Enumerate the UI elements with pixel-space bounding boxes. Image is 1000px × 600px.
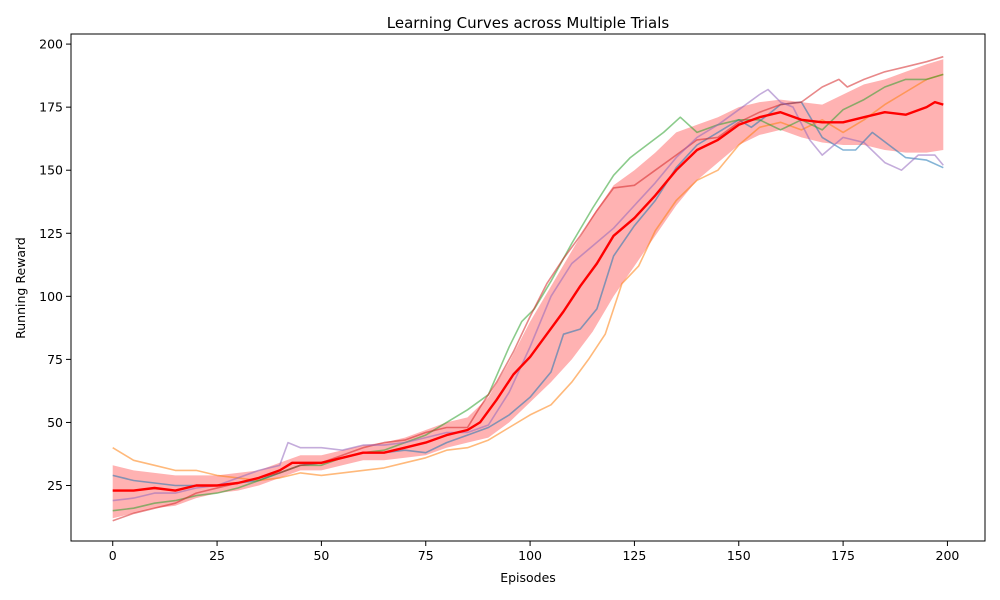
x-tick-label: 125	[622, 548, 646, 563]
x-tick-label: 175	[831, 548, 855, 563]
mean-line	[112, 100, 944, 492]
x-tick-label: 100	[518, 548, 542, 563]
x-tick-label: 150	[727, 548, 751, 563]
std-band	[112, 59, 944, 519]
y-tick-label: 75	[47, 352, 63, 367]
y-tick-label: 175	[39, 100, 63, 115]
plot-layer	[112, 55, 944, 522]
x-tick-label: 25	[209, 548, 225, 563]
x-axis-label: Episodes	[500, 570, 556, 585]
x-tick-label: 200	[936, 548, 960, 563]
trial-line-1	[112, 101, 944, 487]
y-tick-label: 25	[47, 478, 63, 493]
x-tick-label: 50	[313, 548, 329, 563]
y-tick-label: 150	[39, 163, 63, 178]
x-tick-label: 0	[109, 548, 117, 563]
chart-title: Learning Curves across Multiple Trials	[387, 14, 670, 32]
y-tick-label: 200	[39, 37, 63, 52]
y-axis-label: Running Reward	[13, 237, 28, 339]
y-tick-label: 100	[39, 289, 63, 304]
trial-line-5	[112, 88, 944, 502]
plot-frame	[70, 33, 986, 542]
y-tick-label: 50	[47, 415, 63, 430]
x-tick-label: 75	[418, 548, 434, 563]
ticks-layer: 0 25 50 75 100 125 150 175 200 25 50 75 100 125 150 175…	[39, 37, 959, 563]
y-tick-label: 125	[39, 226, 63, 241]
trial-line-2	[112, 73, 944, 482]
